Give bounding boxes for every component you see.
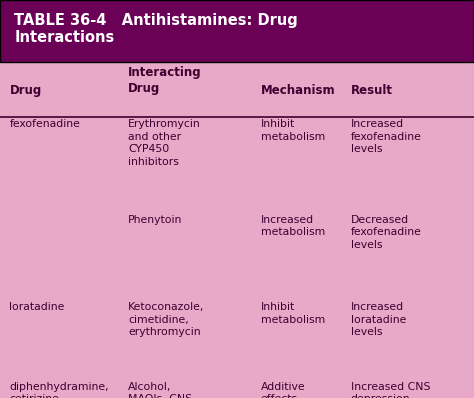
Text: Interacting
Drug: Interacting Drug [128, 66, 201, 95]
Text: Alcohol,
MAOIs, CNS
depressants: Alcohol, MAOIs, CNS depressants [128, 382, 194, 398]
Text: Result: Result [351, 84, 393, 97]
Text: Erythromycin
and other
CYP450
inhibitors: Erythromycin and other CYP450 inhibitors [128, 119, 201, 167]
Text: Mechanism: Mechanism [261, 84, 335, 97]
Text: Increased
loratadine
levels: Increased loratadine levels [351, 302, 406, 337]
Text: Decreased
fexofenadine
levels: Decreased fexofenadine levels [351, 215, 422, 250]
Text: Interactions: Interactions [14, 30, 114, 45]
Text: Increased
fexofenadine
levels: Increased fexofenadine levels [351, 119, 422, 154]
Text: Inhibit
metabolism: Inhibit metabolism [261, 119, 325, 142]
Text: Additive
effects: Additive effects [261, 382, 305, 398]
Text: Inhibit
metabolism: Inhibit metabolism [261, 302, 325, 325]
Text: Increased CNS
depression: Increased CNS depression [351, 382, 430, 398]
Text: fexofenadine: fexofenadine [9, 119, 81, 129]
Text: Increased
metabolism: Increased metabolism [261, 215, 325, 237]
Text: diphenhydramine,
cetirizine: diphenhydramine, cetirizine [9, 382, 109, 398]
Text: loratadine: loratadine [9, 302, 65, 312]
Text: Drug: Drug [9, 84, 42, 97]
Text: TABLE 36-4   Antihistamines: Drug: TABLE 36-4 Antihistamines: Drug [14, 13, 298, 28]
FancyBboxPatch shape [0, 0, 474, 62]
Text: Ketoconazole,
cimetidine,
erythromycin: Ketoconazole, cimetidine, erythromycin [128, 302, 204, 337]
Text: Phenytoin: Phenytoin [128, 215, 182, 225]
